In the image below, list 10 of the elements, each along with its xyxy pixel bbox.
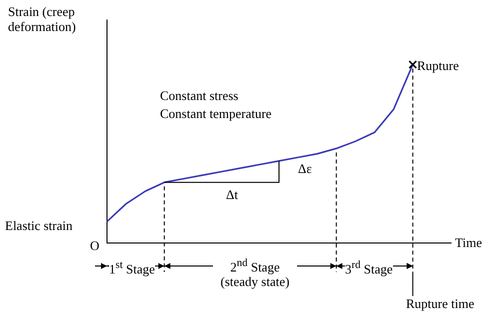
annotation: Δε — [298, 161, 312, 176]
x-axis-title: Time — [455, 235, 482, 250]
annotation: Δt — [226, 187, 238, 202]
text: Elastic strain — [5, 218, 73, 233]
annotation: Constant stress — [160, 88, 238, 103]
y-axis-title: Strain (creep deformation) — [8, 4, 77, 34]
text: O — [90, 238, 100, 253]
annotation: Rupture — [417, 58, 459, 73]
annotation: Constant temperature — [160, 106, 272, 121]
text: Rupture time — [406, 296, 474, 311]
